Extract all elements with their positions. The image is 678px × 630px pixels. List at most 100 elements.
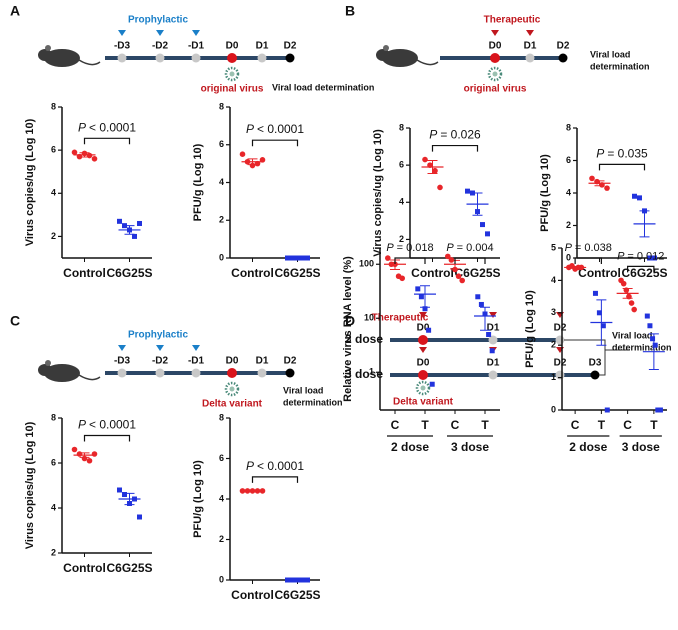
data-point <box>76 451 83 457</box>
data-point <box>486 332 492 338</box>
day-label: D2 <box>554 323 567 334</box>
day-label: D1 <box>487 358 500 369</box>
data-point <box>71 149 78 156</box>
data-point <box>647 323 653 329</box>
error-bar <box>247 489 258 492</box>
data-point <box>452 266 458 273</box>
data-point <box>137 514 142 520</box>
y-tick-label: 6 <box>219 453 224 463</box>
day-label: D2 <box>557 41 570 52</box>
data-point <box>465 188 470 194</box>
p-value: P < 0.0001 <box>246 122 304 136</box>
dose-marker <box>419 347 427 353</box>
data-point <box>632 193 637 199</box>
data-point <box>137 220 142 226</box>
mouse-icon <box>45 45 51 51</box>
significance-bracket <box>431 144 479 152</box>
data-point <box>239 151 246 157</box>
panel-label: B <box>345 3 355 19</box>
data-point <box>637 195 642 201</box>
day-label: D0 <box>417 323 430 334</box>
x-tick-label: T <box>481 418 489 432</box>
data-point <box>455 273 462 280</box>
y-tick-label: 8 <box>219 412 224 422</box>
group-label: 3 dose <box>451 440 489 454</box>
dose-marker <box>491 30 499 36</box>
group-label: 2 dose <box>391 440 429 454</box>
timepoint <box>191 53 201 63</box>
day-label: D2 <box>554 358 567 369</box>
data-point <box>117 218 122 224</box>
p-value: P < 0.0001 <box>78 418 136 432</box>
y-axis-label: PFU/g (Log 10) <box>539 154 551 232</box>
mouse-icon <box>78 59 101 66</box>
virus-label: original virus <box>201 84 264 95</box>
data-point <box>117 487 122 493</box>
dose-marker <box>192 30 200 36</box>
readout-label: determination <box>283 397 343 407</box>
y-tick-label: 4 <box>51 188 56 198</box>
significance-bracket <box>598 163 646 171</box>
virus-icon <box>224 66 240 82</box>
x-tick-label: T <box>650 418 658 432</box>
data-point <box>426 327 432 333</box>
mouse-icon <box>45 360 51 366</box>
data-point <box>480 222 485 228</box>
dose-row-label: 2 dose <box>345 332 383 346</box>
timepoint <box>227 368 237 378</box>
timepoint <box>257 368 267 378</box>
mouse-icon <box>44 49 80 67</box>
p-value: P = 0.026 <box>429 128 481 142</box>
data-point <box>652 255 657 261</box>
data-point <box>628 300 635 306</box>
timepoint <box>488 370 498 380</box>
x-tick-label: Control <box>63 561 106 575</box>
error-bar <box>79 452 90 458</box>
panel-label: A <box>10 3 20 19</box>
data-point <box>631 306 637 313</box>
data-point <box>652 342 658 348</box>
x-tick-label: T <box>421 418 429 432</box>
y-tick-label: 2 <box>219 215 224 225</box>
y-axis-label: PFU/g (Log 10) <box>192 143 204 221</box>
significance-bracket <box>83 137 131 145</box>
day-label: D2 <box>284 41 297 52</box>
x-tick-label: C6G25S <box>454 266 500 280</box>
data-point <box>604 407 610 413</box>
error-bar <box>124 225 135 235</box>
x-tick-label: C6G25S <box>106 266 152 280</box>
p-text: = 0.012 <box>627 250 664 262</box>
data-point <box>657 407 663 413</box>
x-tick-label: C <box>391 418 400 432</box>
data-point <box>475 294 481 300</box>
x-tick-label: C6G25S <box>274 588 320 602</box>
mouse-icon <box>376 49 390 61</box>
error-bar <box>639 210 650 238</box>
p-value: P = 0.035 <box>596 147 648 161</box>
readout-label: determination <box>612 342 672 352</box>
y-tick-label: 8 <box>51 412 56 422</box>
mouse-icon <box>416 59 439 66</box>
x-tick-label: Control <box>231 588 274 602</box>
y-tick-label: 4 <box>219 177 224 187</box>
y-tick-label: 2 <box>566 220 571 230</box>
data-point <box>71 446 78 453</box>
virus-label: original virus <box>464 84 527 95</box>
y-tick-label: 2 <box>551 340 556 350</box>
virus-label: Delta variant <box>393 397 454 408</box>
y-tick-label: 6 <box>566 155 571 165</box>
phase-label: Prophylactic <box>128 330 188 341</box>
data-point <box>91 451 98 457</box>
significance-bracket <box>454 257 486 264</box>
day-label: -D1 <box>188 356 205 367</box>
day-label: D0 <box>489 41 502 52</box>
x-tick-label: T <box>598 418 606 432</box>
virus-icon <box>415 380 431 396</box>
y-tick-label: 2 <box>51 231 56 241</box>
day-label: -D3 <box>114 41 131 52</box>
error-bar <box>472 192 483 216</box>
day-label: D2 <box>284 356 297 367</box>
data-point <box>644 313 650 319</box>
y-tick-label: 0 <box>219 574 224 584</box>
